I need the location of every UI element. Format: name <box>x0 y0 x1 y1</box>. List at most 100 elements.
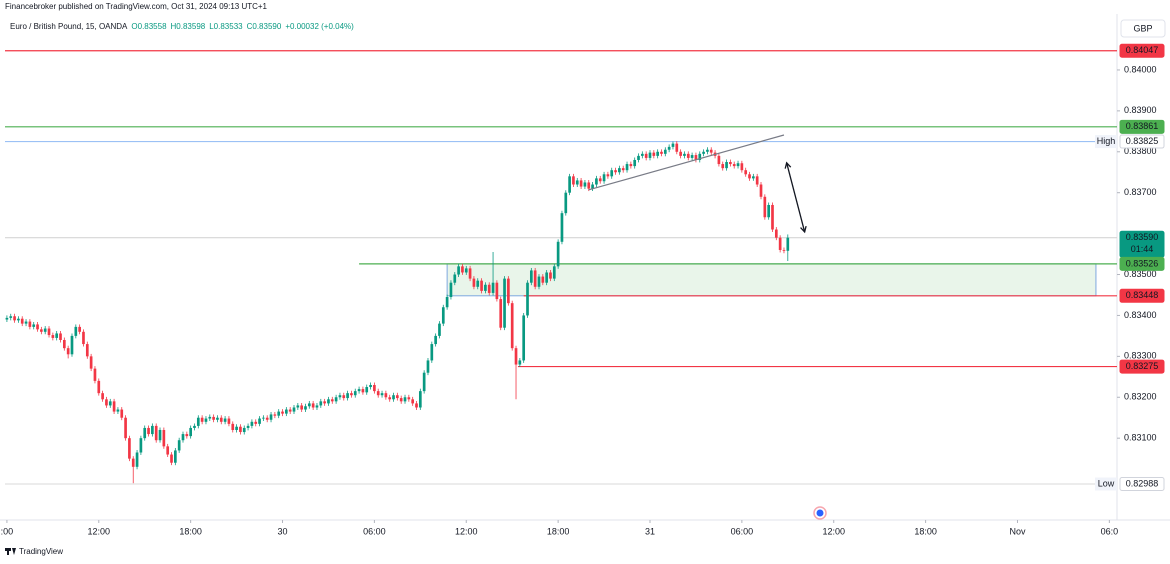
candle-body <box>147 427 150 435</box>
candle-body <box>9 316 13 318</box>
candle-body <box>568 176 571 193</box>
candle-body <box>346 393 349 399</box>
logo-mark <box>7 548 9 555</box>
ohlc-value: O0.83558 <box>131 22 167 31</box>
candle-body <box>484 284 487 291</box>
ohlc-value: C0.83590 <box>247 22 282 31</box>
price-label-box <box>1119 134 1165 149</box>
candle-body <box>151 425 154 435</box>
candle-body <box>108 401 112 406</box>
ohlc-value: +0.00032 (+0.04%) <box>285 22 354 31</box>
y-tick-label: 0.83500 <box>1124 269 1157 279</box>
candle-body <box>40 329 43 332</box>
candle-body <box>552 266 556 279</box>
candle-body <box>507 278 510 304</box>
candle-body <box>66 348 70 355</box>
price-label: 0.84047 <box>1126 45 1159 55</box>
candle-body <box>472 278 476 287</box>
footer: TradingView <box>19 547 63 556</box>
price-label-box <box>1119 476 1165 491</box>
candle-body <box>212 416 215 420</box>
price-tag: Low <box>1098 478 1115 488</box>
candle-body <box>273 414 277 416</box>
candle-body <box>717 155 721 165</box>
currency[interactable]: GBP <box>1133 23 1152 33</box>
x-tick-label: 06:00 <box>731 526 754 536</box>
candle-body <box>254 421 258 424</box>
candle-body <box>771 204 774 230</box>
candle-body <box>17 318 20 321</box>
candle-body <box>434 335 437 345</box>
candle-body <box>13 316 16 321</box>
candle-body <box>514 348 518 365</box>
candle-body <box>487 284 491 293</box>
candle-body <box>392 395 395 400</box>
candle-body <box>330 399 334 402</box>
candle-body <box>445 297 449 308</box>
candle-body <box>663 149 667 154</box>
candle-body <box>564 192 568 214</box>
candle-body <box>618 168 621 173</box>
candle-body <box>786 237 790 251</box>
candle-body <box>702 151 705 154</box>
candle-body <box>357 389 361 392</box>
candle-body <box>24 321 28 324</box>
candle-body <box>296 405 300 408</box>
candle-body <box>736 163 740 167</box>
candle-body <box>258 418 261 424</box>
candle-body <box>461 266 464 273</box>
countdown: 01:44 <box>1131 244 1154 254</box>
candle-body <box>388 397 392 400</box>
x-tick-label: Nov <box>1009 526 1026 536</box>
candle-body <box>464 268 468 273</box>
candle-body <box>223 418 227 422</box>
candle-body <box>239 426 242 433</box>
y-tick-label: 0.83300 <box>1124 351 1157 361</box>
candle-body <box>204 418 208 422</box>
candle-body <box>181 434 185 441</box>
ohlc-value: L0.83533 <box>209 22 243 31</box>
arrow-head <box>800 225 807 234</box>
candle-body <box>480 280 483 291</box>
candle-body <box>575 180 579 185</box>
candle-body <box>196 417 200 426</box>
candle-body <box>185 434 189 437</box>
candle-body <box>690 155 694 158</box>
candle-body <box>495 282 499 300</box>
x-tick-label: 12:00 <box>822 526 845 536</box>
candle-body <box>633 159 637 167</box>
candle-body <box>545 272 548 283</box>
price-tag-box <box>1095 135 1117 149</box>
candle-body <box>219 417 223 422</box>
candle-body <box>135 452 139 467</box>
candle-body <box>265 417 269 420</box>
candle-body <box>537 276 541 287</box>
candle-body <box>491 282 495 293</box>
logo <box>5 548 16 555</box>
y-tick-label: 0.83900 <box>1124 105 1157 115</box>
candle-body <box>614 170 617 173</box>
candle-body <box>97 380 101 394</box>
candle-body <box>43 328 47 332</box>
currency-button[interactable] <box>1120 19 1166 38</box>
candle-body <box>369 384 372 388</box>
candle-body <box>778 237 782 250</box>
candle-body <box>59 333 62 340</box>
y-tick-label: 0.83800 <box>1124 146 1157 156</box>
candle-body <box>20 318 24 324</box>
candle-body <box>101 393 104 400</box>
y-tick-label: 0.84000 <box>1124 64 1157 74</box>
candle-body <box>120 409 124 418</box>
candle-body <box>193 425 196 428</box>
candle-body <box>579 180 583 187</box>
x-tick-label: 06:00 <box>363 526 386 536</box>
candle-body <box>376 391 380 396</box>
candle-body <box>384 393 388 398</box>
candle-body <box>246 425 250 428</box>
candle-body <box>89 356 93 369</box>
candle-body <box>143 427 147 439</box>
price-label: 0.83861 <box>1126 121 1159 131</box>
candle-body <box>396 395 399 399</box>
candle-body <box>407 397 411 400</box>
